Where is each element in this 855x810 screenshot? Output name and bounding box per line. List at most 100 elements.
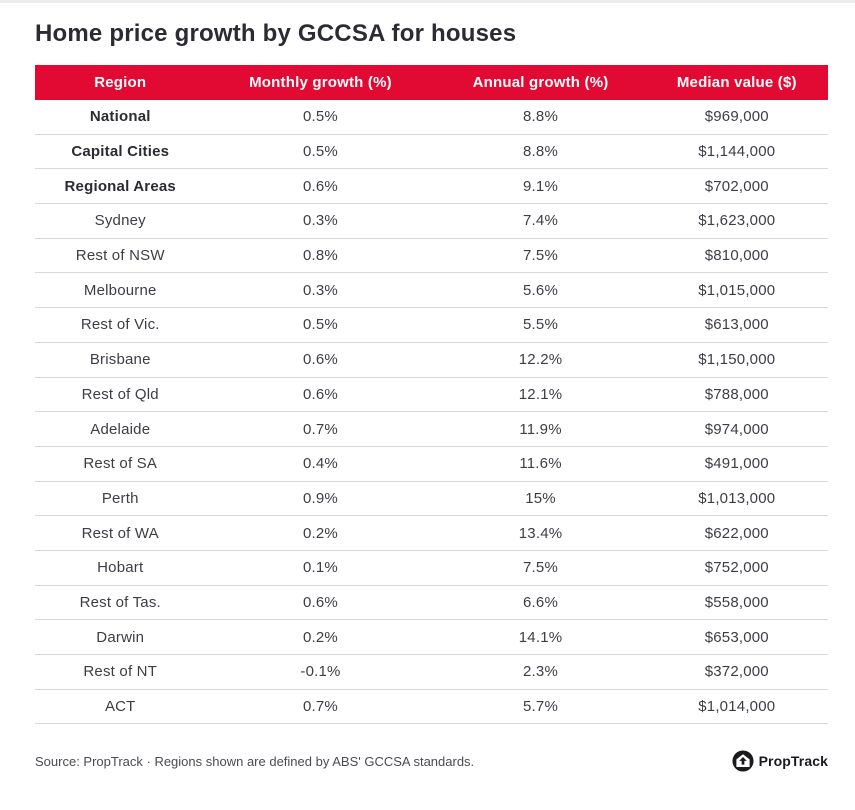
cell-annual: 7.5% <box>523 247 559 265</box>
cell-monthly: 0.9% <box>302 489 338 507</box>
cell-region: Capital Cities <box>71 143 170 161</box>
table-body: National 0.5% 8.8% $969,000 Capital Cities 0.… <box>35 100 828 725</box>
table-row: Rest of Qld 0.6% 12.1% $788,000 <box>35 377 828 413</box>
cell-region: Rest of NSW <box>75 247 165 265</box>
table-row: ACT 0.7% 5.7% $1,014,000 <box>35 689 828 725</box>
chart-title: Home price growth by GCCSA for houses <box>35 20 517 47</box>
cell-annual: 14.1% <box>518 628 563 646</box>
table-row: National 0.5% 8.8% $969,000 <box>35 100 828 135</box>
cell-monthly: 0.6% <box>302 385 338 403</box>
cell-annual: 12.2% <box>518 351 563 369</box>
cell-median: $1,144,000 <box>698 143 776 161</box>
cell-annual: 2.3% <box>523 663 559 681</box>
table-row: Rest of SA 0.4% 11.6% $491,000 <box>35 446 828 482</box>
cell-monthly: 0.7% <box>302 420 338 438</box>
cell-monthly: 0.8% <box>302 247 338 265</box>
cell-median: $491,000 <box>704 455 769 473</box>
table-row: Rest of NT -0.1% 2.3% $372,000 <box>35 655 828 690</box>
cell-monthly: 0.2% <box>302 628 338 646</box>
cell-median: $1,015,000 <box>698 281 776 299</box>
cell-annual: 7.5% <box>523 559 559 577</box>
table-row: Brisbane 0.6% 12.2% $1,150,000 <box>35 342 828 378</box>
cell-region: ACT <box>104 698 136 716</box>
column-header-annual-growth: Annual growth (%) <box>472 74 609 91</box>
cell-region: Rest of Qld <box>81 385 159 403</box>
cell-annual: 13.4% <box>518 524 563 542</box>
cell-monthly: 0.5% <box>302 143 338 161</box>
cell-annual: 11.6% <box>519 455 562 473</box>
cell-annual: 5.6% <box>523 281 559 299</box>
table-row: Sydney 0.3% 7.4% $1,623,000 <box>35 204 828 239</box>
cell-median: $653,000 <box>704 628 769 646</box>
cell-monthly: 0.6% <box>302 351 338 369</box>
cell-region: Sydney <box>94 212 146 230</box>
table-row: Perth 0.9% 15% $1,013,000 <box>35 481 828 517</box>
cell-monthly: 0.3% <box>302 281 338 299</box>
table-row: Melbourne 0.3% 5.6% $1,015,000 <box>35 273 828 309</box>
cell-median: $558,000 <box>704 593 769 611</box>
cell-median: $974,000 <box>704 420 769 438</box>
cell-median: $969,000 <box>704 108 769 126</box>
cell-median: $810,000 <box>704 247 769 265</box>
cell-monthly: 0.2% <box>302 524 338 542</box>
proptrack-logo-text: PropTrack <box>758 753 828 770</box>
cell-median: $752,000 <box>704 559 769 577</box>
cell-monthly: 0.4% <box>302 455 338 473</box>
cell-annual: 15% <box>525 489 556 507</box>
column-header-monthly-growth: Monthly growth (%) <box>249 74 392 91</box>
cell-monthly: 0.5% <box>302 108 338 126</box>
cell-monthly: 0.7% <box>302 698 338 716</box>
table-row: Rest of Tas. 0.6% 6.6% $558,000 <box>35 585 828 621</box>
cell-annual: 8.8% <box>523 143 559 161</box>
column-header-median-value: Median value ($) <box>676 74 797 91</box>
cell-annual: 9.1% <box>523 177 559 195</box>
cell-monthly: 0.1% <box>302 559 338 577</box>
cell-region: Rest of SA <box>83 455 158 473</box>
cell-annual: 7.4% <box>523 212 559 230</box>
table-row: Adelaide 0.7% 11.9% $974,000 <box>35 412 828 447</box>
cell-region: Brisbane <box>89 351 151 369</box>
cell-region: Adelaide <box>90 420 151 438</box>
table-row: Regional Areas 0.6% 9.1% $702,000 <box>35 169 828 205</box>
cell-median: $1,150,000 <box>698 351 776 369</box>
cell-median: $702,000 <box>704 177 769 195</box>
cell-region: National <box>89 108 151 126</box>
top-divider <box>0 0 855 3</box>
cell-region: Regional Areas <box>64 177 176 195</box>
cell-median: $613,000 <box>704 316 769 334</box>
cell-annual: 11.9% <box>519 420 562 438</box>
cell-region: Hobart <box>97 559 144 577</box>
cell-region: Rest of Tas. <box>79 593 161 611</box>
proptrack-house-icon <box>732 750 754 772</box>
cell-annual: 6.6% <box>523 593 559 611</box>
column-header-region: Region <box>94 74 147 91</box>
table-header-row: Region Monthly growth (%) Annual growth … <box>35 65 828 100</box>
cell-region: Rest of WA <box>81 524 159 542</box>
chart-card: Home price growth by GCCSA for houses Re… <box>0 3 855 772</box>
table-row: Hobart 0.1% 7.5% $752,000 <box>35 550 828 586</box>
cell-median: $1,013,000 <box>698 489 776 507</box>
table-row: Darwin 0.2% 14.1% $653,000 <box>35 620 828 655</box>
source-note: Source: PropTrack · Regions shown are de… <box>35 753 475 769</box>
cell-monthly: 0.3% <box>302 212 338 230</box>
cell-region: Rest of Vic. <box>80 316 160 334</box>
cell-median: $372,000 <box>704 663 769 681</box>
footer: Source: PropTrack · Regions shown are de… <box>35 750 828 772</box>
cell-region: Perth <box>101 489 139 507</box>
table-row: Rest of WA 0.2% 13.4% $622,000 <box>35 516 828 551</box>
cell-region: Darwin <box>96 628 145 646</box>
table-row: Rest of Vic. 0.5% 5.5% $613,000 <box>35 308 828 343</box>
cell-median: $788,000 <box>704 385 769 403</box>
cell-annual: 8.8% <box>523 108 559 126</box>
cell-region: Rest of NT <box>83 663 158 681</box>
cell-annual: 5.5% <box>523 316 559 334</box>
cell-monthly: 0.5% <box>302 316 338 334</box>
cell-median: $1,623,000 <box>698 212 776 230</box>
cell-median: $622,000 <box>704 524 769 542</box>
table-row: Rest of NSW 0.8% 7.5% $810,000 <box>35 238 828 274</box>
table-row: Capital Cities 0.5% 8.8% $1,144,000 <box>35 134 828 170</box>
cell-annual: 5.7% <box>523 698 559 716</box>
cell-monthly: 0.6% <box>302 177 338 195</box>
cell-monthly: -0.1% <box>300 663 341 681</box>
proptrack-logo: PropTrack <box>732 750 828 772</box>
